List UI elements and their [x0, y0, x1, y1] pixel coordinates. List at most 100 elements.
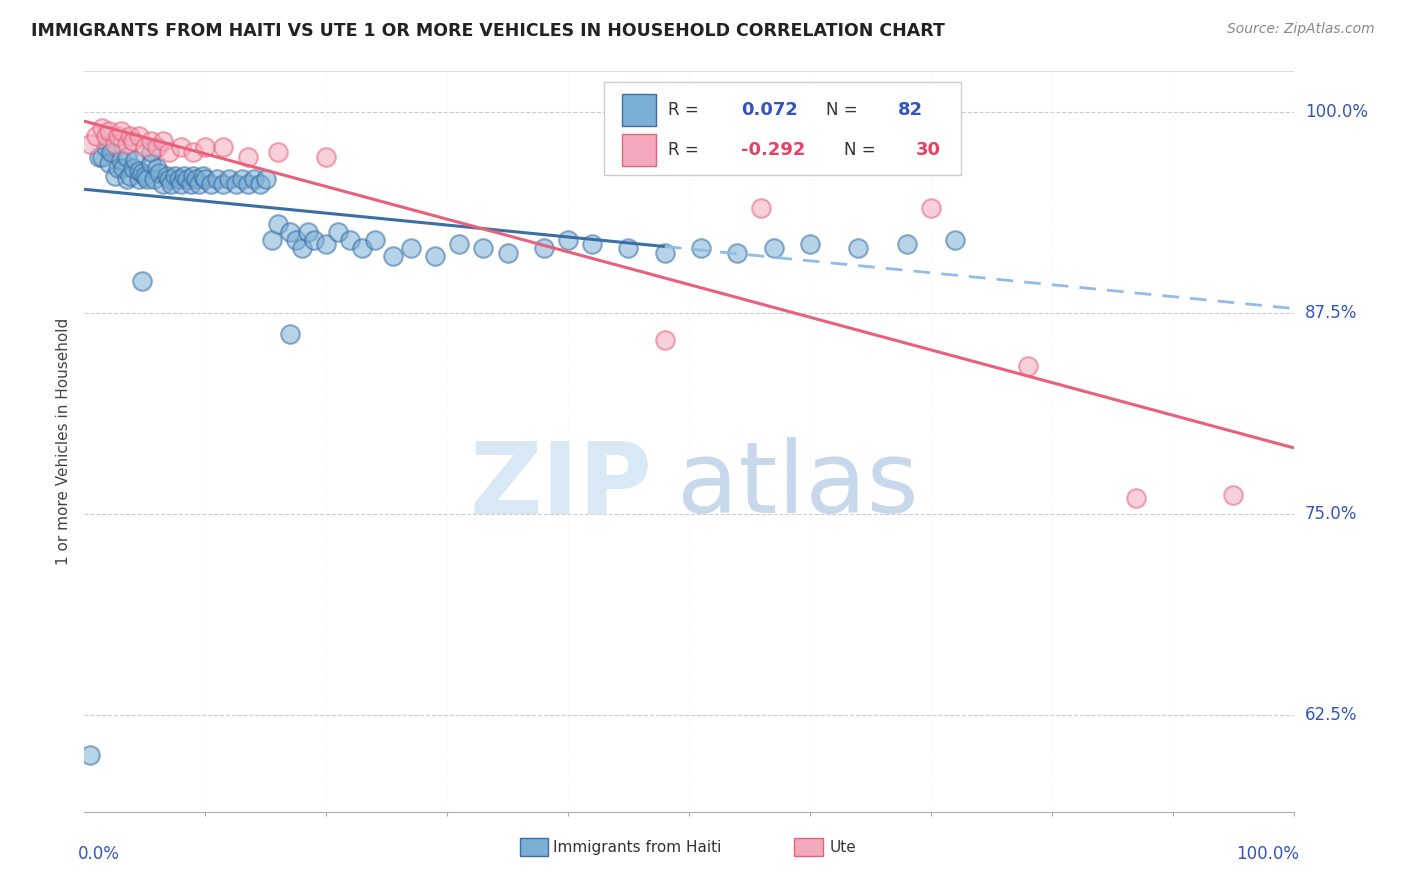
Point: [170, 140, 193, 154]
Point: [751, 201, 773, 215]
Point: [134, 169, 156, 183]
Point: [91, 120, 114, 135]
Point: [617, 241, 640, 255]
Point: [115, 172, 138, 186]
Text: R =: R =: [668, 101, 704, 119]
Text: Source: ZipAtlas.com: Source: ZipAtlas.com: [1227, 22, 1375, 37]
Text: Ute: Ute: [830, 840, 856, 855]
Point: [654, 246, 676, 260]
Point: [115, 150, 138, 164]
Point: [191, 169, 214, 183]
Point: [267, 145, 290, 159]
Point: [278, 225, 301, 239]
Point: [134, 140, 156, 154]
Point: [339, 233, 361, 247]
Point: [180, 177, 202, 191]
Point: [297, 225, 319, 239]
Point: [181, 145, 204, 159]
Text: N =: N =: [825, 101, 862, 119]
Point: [194, 172, 217, 186]
Point: [139, 145, 162, 159]
Point: [100, 145, 122, 159]
Point: [381, 249, 404, 263]
Point: [110, 124, 132, 138]
Text: Immigrants from Haiti: Immigrants from Haiti: [553, 840, 721, 855]
Point: [160, 177, 183, 191]
Point: [188, 177, 211, 191]
Point: [124, 153, 146, 167]
Point: [472, 241, 495, 255]
Point: [181, 169, 204, 183]
Point: [131, 166, 153, 180]
Point: [152, 134, 174, 148]
Point: [533, 241, 555, 255]
Text: 0.0%: 0.0%: [79, 845, 120, 863]
Point: [121, 134, 143, 148]
Point: [581, 236, 603, 251]
Point: [654, 333, 676, 347]
Point: [352, 241, 374, 255]
Point: [212, 140, 235, 154]
Point: [231, 172, 253, 186]
Point: [176, 172, 198, 186]
Point: [315, 236, 337, 251]
Point: [107, 128, 129, 143]
Point: [943, 233, 966, 247]
Point: [97, 156, 120, 170]
Point: [315, 150, 337, 164]
Point: [557, 233, 579, 247]
Point: [1125, 491, 1147, 505]
Point: [1222, 488, 1244, 502]
Point: [725, 246, 748, 260]
Point: [152, 177, 174, 191]
Point: [131, 274, 153, 288]
Point: [136, 172, 159, 186]
Point: [143, 172, 166, 186]
Point: [496, 246, 519, 260]
Text: 75.0%: 75.0%: [1305, 505, 1357, 523]
Point: [399, 241, 422, 255]
Point: [104, 169, 127, 183]
Point: [157, 172, 180, 186]
Point: [207, 172, 229, 186]
Point: [148, 166, 170, 180]
Point: [165, 169, 187, 183]
Point: [184, 172, 207, 186]
Point: [363, 233, 385, 247]
Point: [236, 150, 259, 164]
Point: [690, 241, 713, 255]
Point: [846, 241, 869, 255]
Point: [423, 249, 446, 263]
Point: [278, 326, 301, 341]
Text: 82: 82: [898, 101, 924, 119]
Point: [173, 169, 195, 183]
Point: [291, 241, 314, 255]
Point: [920, 201, 942, 215]
Text: 0.072: 0.072: [741, 101, 797, 119]
Point: [110, 153, 132, 167]
Point: [121, 161, 143, 175]
Point: [254, 172, 277, 186]
Point: [86, 128, 108, 143]
Point: [146, 161, 169, 175]
Text: R =: R =: [668, 141, 704, 159]
Text: 30: 30: [917, 141, 941, 159]
Point: [112, 161, 135, 175]
Point: [249, 177, 271, 191]
Point: [225, 177, 247, 191]
Point: [91, 150, 114, 164]
Point: [194, 140, 217, 154]
Point: [157, 145, 180, 159]
Text: 100.0%: 100.0%: [1305, 103, 1368, 120]
Bar: [623, 95, 657, 126]
Point: [762, 241, 785, 255]
Point: [218, 172, 240, 186]
Point: [302, 233, 325, 247]
Text: atlas: atlas: [676, 437, 918, 534]
Text: ZIP: ZIP: [470, 437, 652, 534]
Point: [87, 150, 110, 164]
Text: 100.0%: 100.0%: [1236, 845, 1299, 863]
Point: [94, 128, 117, 143]
Point: [128, 172, 150, 186]
Point: [79, 748, 101, 763]
